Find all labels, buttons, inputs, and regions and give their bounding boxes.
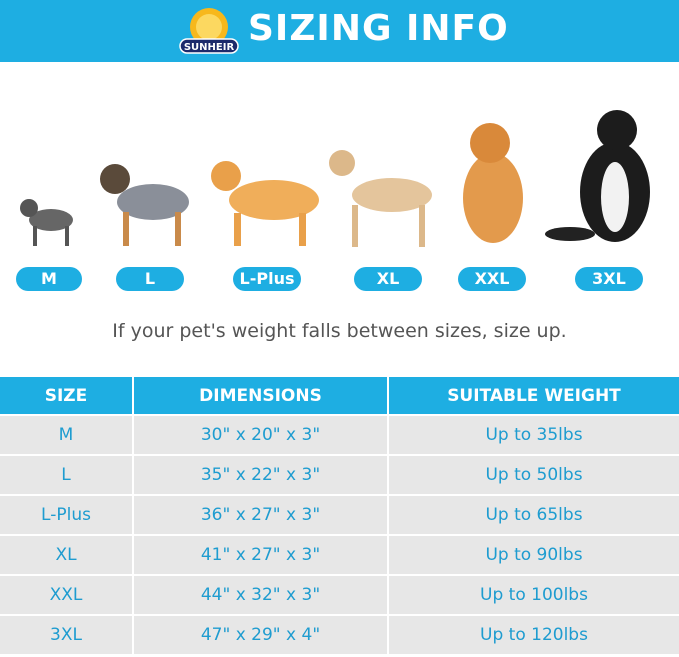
golden-retriever-sitting-image xyxy=(463,123,523,243)
table-row: M 30" x 20" x 3" Up to 35lbs xyxy=(0,414,679,456)
header-size: SIZE xyxy=(0,377,133,415)
cell-weight: Up to 100lbs xyxy=(387,574,679,616)
cell-weight: Up to 90lbs xyxy=(387,534,679,576)
cell-size: L-Plus xyxy=(0,494,133,536)
cell-size: 3XL xyxy=(0,614,133,656)
cell-dimensions: 44" x 32" x 3" xyxy=(132,574,388,616)
size-badge-l: L xyxy=(116,267,184,291)
table-row: XL 41" x 27" x 3" Up to 90lbs xyxy=(0,534,679,576)
table-row: L 35" x 22" x 3" Up to 50lbs xyxy=(0,454,679,496)
cell-dimensions: 41" x 27" x 3" xyxy=(132,534,388,576)
size-badge-l-plus: L-Plus xyxy=(233,267,301,291)
australian-shepherd-image xyxy=(100,164,189,246)
header-banner: SUNHEIR SIZING INFO xyxy=(0,0,679,62)
cell-dimensions: 36" x 27" x 3" xyxy=(132,494,388,536)
golden-retriever-image xyxy=(211,161,319,246)
table-row: L-Plus 36" x 27" x 3" Up to 65lbs xyxy=(0,494,679,536)
header-dimensions: DIMENSIONS xyxy=(132,377,388,415)
table-row: 3XL 47" x 29" x 4" Up to 120lbs xyxy=(0,614,679,656)
cell-weight: Up to 35lbs xyxy=(387,414,679,456)
size-badge-3xl: 3XL xyxy=(575,267,643,291)
french-bulldog-image xyxy=(20,199,73,246)
size-badge-m: M xyxy=(16,267,82,291)
sizing-note: If your pet's weight falls between sizes… xyxy=(112,320,567,342)
header-weight: SUITABLE WEIGHT xyxy=(387,377,679,415)
cell-dimensions: 30" x 20" x 3" xyxy=(132,414,388,456)
table-row: XXL 44" x 32" x 3" Up to 100lbs xyxy=(0,574,679,616)
labrador-image xyxy=(329,150,432,247)
svg-text:SUNHEIR: SUNHEIR xyxy=(184,42,235,53)
table-header-row: SIZE DIMENSIONS SUITABLE WEIGHT xyxy=(0,377,679,415)
size-badge-xxl: XXL xyxy=(458,267,526,291)
cell-dimensions: 35" x 22" x 3" xyxy=(132,454,388,496)
border-collie-image xyxy=(545,110,650,242)
sizing-table: SIZE DIMENSIONS SUITABLE WEIGHT M 30" x 2… xyxy=(0,377,679,656)
cell-weight: Up to 65lbs xyxy=(387,494,679,536)
cell-weight: Up to 120lbs xyxy=(387,614,679,656)
cell-size: L xyxy=(0,454,133,496)
cell-size: M xyxy=(0,414,133,456)
cell-size: XXL xyxy=(0,574,133,616)
cell-dimensions: 47" x 29" x 4" xyxy=(132,614,388,656)
page-title: SIZING INFO xyxy=(248,8,509,49)
cell-weight: Up to 50lbs xyxy=(387,454,679,496)
sunheir-logo: SUNHEIR xyxy=(179,8,239,54)
cell-size: XL xyxy=(0,534,133,576)
size-badge-xl: XL xyxy=(354,267,422,291)
